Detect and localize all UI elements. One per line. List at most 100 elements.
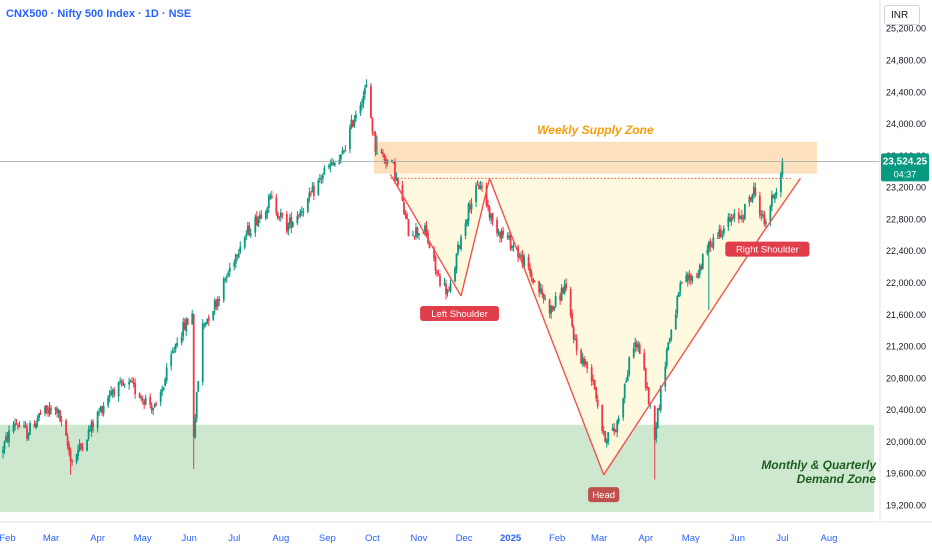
candle — [500, 228, 503, 243]
candle — [87, 425, 90, 441]
candle — [635, 340, 638, 352]
candle — [646, 382, 649, 391]
y-tick-label: 20,800.00 — [886, 373, 926, 383]
candle — [81, 442, 84, 452]
candle-body — [775, 192, 778, 196]
candle — [761, 210, 764, 219]
candle-body — [637, 344, 640, 348]
candle-body — [394, 161, 396, 180]
candle-body — [131, 381, 134, 383]
candle — [407, 219, 410, 237]
candle-body — [216, 299, 219, 307]
candle-body — [269, 195, 272, 198]
candle-body — [502, 230, 504, 235]
candle — [763, 210, 766, 227]
x-tick-label: May — [134, 533, 152, 544]
candle — [234, 253, 237, 269]
currency-selector[interactable]: INR — [884, 5, 920, 25]
symbol-title[interactable]: CNX500 · Nifty 500 Index · 1D · NSE — [6, 8, 192, 20]
candle — [548, 298, 551, 318]
candle — [653, 405, 656, 480]
candle-body — [395, 177, 398, 181]
candle — [254, 214, 257, 237]
candle-body — [403, 202, 405, 214]
candle — [532, 277, 535, 285]
candle — [8, 425, 10, 448]
candle-body — [376, 152, 378, 154]
candle-body — [538, 281, 541, 293]
candle-body — [490, 214, 492, 219]
candle-body — [665, 349, 668, 367]
candle — [616, 419, 619, 438]
candle-body — [86, 439, 88, 451]
candle-body — [605, 440, 608, 444]
candle-body — [228, 267, 231, 272]
candle-body — [290, 216, 293, 228]
candle — [404, 209, 407, 219]
candle-body — [26, 427, 28, 439]
candle-body — [233, 262, 236, 267]
candle-body — [680, 282, 683, 284]
candle-body — [590, 367, 593, 382]
candle — [327, 163, 330, 170]
candle-body — [23, 425, 25, 427]
candle-body — [306, 198, 309, 212]
candle — [364, 85, 366, 100]
candle — [99, 405, 102, 413]
candle-body — [161, 389, 164, 392]
candle — [677, 291, 680, 298]
x-tick-label: Feb — [0, 533, 16, 544]
candle — [689, 273, 692, 286]
candle — [638, 341, 641, 355]
candle-body — [150, 405, 153, 411]
candle-body — [355, 114, 357, 119]
candle-body — [77, 450, 79, 457]
candle — [348, 124, 351, 154]
candle-body — [270, 195, 273, 198]
candle-body — [224, 279, 227, 281]
candle-body — [236, 255, 239, 257]
candle — [182, 317, 185, 341]
candle — [14, 418, 16, 431]
lines-layer — [0, 160, 880, 476]
candle-body — [364, 88, 366, 95]
candle — [287, 222, 290, 236]
pattern-fill — [390, 174, 801, 475]
candle — [376, 135, 378, 155]
candle — [141, 395, 144, 405]
candle-body — [743, 204, 746, 219]
candle-body — [278, 217, 281, 219]
candle-body — [583, 358, 586, 366]
candle-body — [215, 300, 218, 307]
candle-body — [685, 275, 688, 283]
candle-body — [213, 300, 216, 310]
candle-body — [688, 275, 691, 280]
pattern-line — [488, 178, 605, 476]
candle-body — [50, 408, 52, 411]
candle-body — [92, 422, 95, 428]
candle — [39, 409, 42, 416]
candle — [656, 407, 659, 429]
candle-body — [428, 244, 431, 249]
candle-body — [397, 177, 399, 186]
candle — [460, 234, 462, 252]
candle-body — [532, 278, 535, 283]
candle — [170, 350, 173, 371]
candle-body — [182, 322, 185, 337]
candle-body — [143, 400, 146, 405]
candle — [775, 187, 778, 199]
candle-body — [291, 222, 294, 227]
candle-body — [560, 287, 563, 301]
candle — [455, 253, 458, 274]
candle — [625, 377, 628, 383]
candle — [664, 361, 667, 392]
candle-body — [643, 352, 646, 370]
candle-body — [544, 298, 547, 300]
candle-body — [445, 284, 447, 295]
candle — [215, 298, 218, 311]
candle — [140, 395, 143, 402]
candle — [48, 401, 51, 417]
candle-body — [580, 350, 583, 364]
candle — [59, 410, 61, 423]
